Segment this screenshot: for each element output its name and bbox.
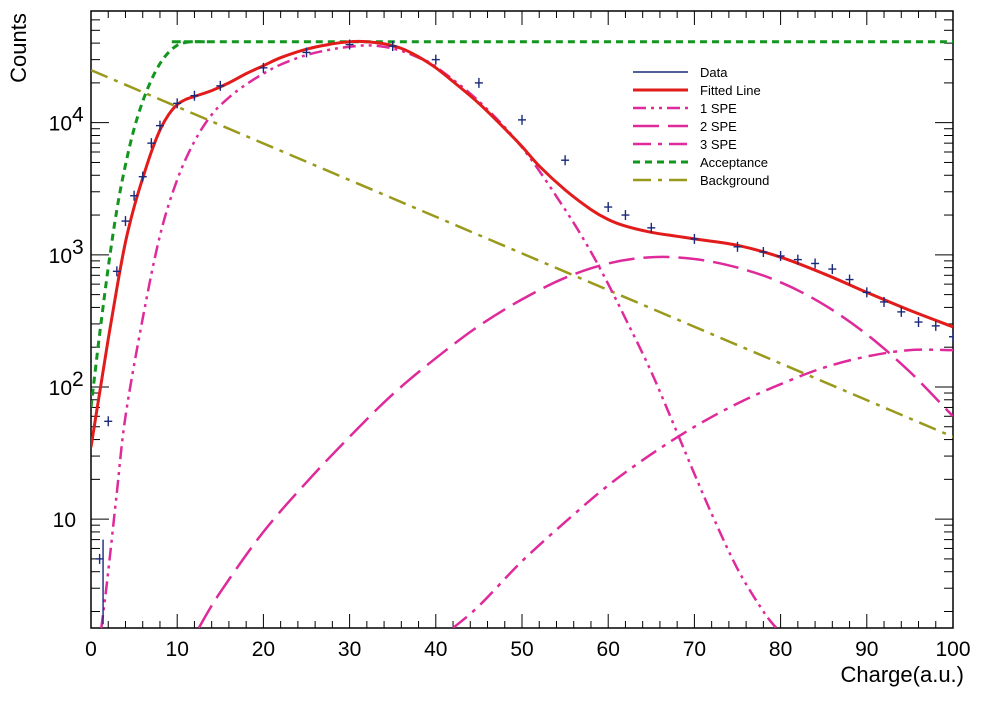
legend-label: Data — [700, 65, 728, 80]
series-1-spe — [100, 44, 778, 628]
y-tick-label: 10 — [49, 245, 72, 268]
y-tick-label: 10 — [53, 509, 76, 532]
legend-label: Background — [700, 173, 769, 188]
x-tick-label: 0 — [85, 638, 97, 661]
legend: Data Fitted Line 1 SPE 2 SPE 3 SPE Acceptance… — [633, 65, 769, 188]
y-tick-exponent: 3 — [72, 236, 84, 259]
x-axis-title: Charge(a.u.) — [840, 662, 964, 687]
x-tick-label: 40 — [424, 638, 447, 661]
series-3-spe — [452, 348, 953, 628]
axis-ticks — [90, 10, 954, 628]
series-fitted-line — [91, 39, 953, 448]
y-tick-exponent: 2 — [72, 368, 84, 391]
legend-label: Fitted Line — [700, 83, 761, 98]
x-tick-label: 70 — [683, 638, 706, 661]
x-tick-label: 10 — [166, 638, 189, 661]
series-2-spe — [197, 255, 953, 628]
series-curves — [91, 39, 953, 628]
y-axis-title: Counts — [6, 13, 31, 83]
legend-label: 2 SPE — [700, 119, 737, 134]
y-tick-label: 10 — [49, 113, 72, 136]
plot-frame — [90, 10, 954, 629]
x-tick-label: 20 — [252, 638, 275, 661]
y-tick-exponent: 4 — [72, 104, 84, 127]
x-tick-label: 80 — [769, 638, 792, 661]
x-tick-label: 90 — [855, 638, 878, 661]
x-tick-label: 100 — [935, 638, 970, 661]
x-tick-label: 50 — [510, 638, 533, 661]
x-tick-label: 60 — [597, 638, 620, 661]
legend-label: 3 SPE — [700, 137, 737, 152]
x-tick-label: 30 — [338, 638, 361, 661]
series-acceptance — [91, 40, 953, 408]
legend-label: 1 SPE — [700, 101, 737, 116]
series-background — [91, 68, 953, 438]
data-markers — [95, 39, 953, 625]
y-tick-label: 10 — [49, 377, 72, 400]
legend-label: Acceptance — [700, 155, 768, 170]
